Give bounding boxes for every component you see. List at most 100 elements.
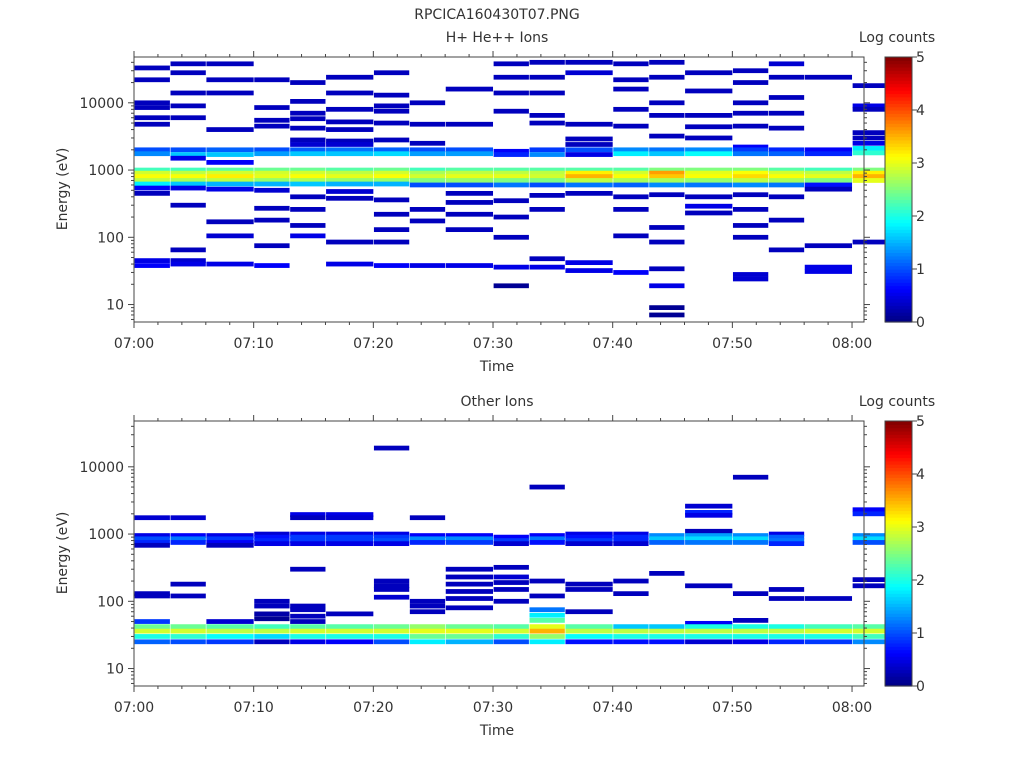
colorbar-segment [885,295,912,300]
colorbar-segment [885,546,912,551]
panel-other-ions: Other Ions 07:00 07:10 07:20 07:30 07:40 07:5… [55,394,935,739]
heatmap-cell [409,540,446,545]
heatmap-cell [529,193,565,198]
heatmap-cell [649,571,685,576]
colorbar-segment [885,536,912,541]
heatmap-cell [290,137,326,143]
heatmap-cell [445,574,494,580]
heatmap-cell [254,170,290,176]
colorbar-segment [885,159,912,164]
heatmap-cell [732,100,769,106]
heatmap-cell [445,589,494,594]
heatmap-cell [732,618,769,623]
heatmap-cell [445,86,494,92]
heatmap-cell [170,70,206,76]
heatmap-cell [732,591,769,597]
colorbar-segment [885,143,912,148]
heatmap-cell [445,167,494,173]
heatmap-cell [732,151,769,157]
heatmap-cell [326,189,374,194]
heatmap-cell [649,182,685,188]
heatmap-cell [134,258,170,263]
heatmap-cell [732,272,769,277]
heatmap-cell [613,628,649,634]
heatmap-cell [565,147,613,153]
heatmap-cell [493,639,529,645]
heatmap-cell [732,170,769,176]
heatmap-cell [290,99,326,104]
heatmap-cell [254,217,290,223]
colorbar-segment [885,649,912,654]
heatmap-cell [613,194,649,200]
colorbar-segment [885,255,912,260]
colorbar-segment [885,596,912,601]
heatmap-cell [732,192,769,198]
heatmap-cell [170,178,206,183]
colorbar-segment [885,272,912,277]
heatmap-cell [409,178,446,183]
heatmap-cell [768,531,805,537]
heatmap-cell [290,194,326,200]
colorbar-segment [885,166,912,171]
heatmap-cell [685,536,733,542]
heatmap-cell [445,178,494,183]
colorbar-segment [885,662,912,667]
colorbar-segment [885,86,912,91]
heatmap-cell [565,634,613,639]
heatmap-cell [373,587,410,592]
heatmap-cell [768,634,805,639]
colorbar-segment [885,219,912,224]
heatmap-cell [565,190,613,196]
heatmap-cell [326,634,374,639]
heatmap-cell [445,566,494,572]
colorbar-segment [885,679,912,684]
heatmap-cell [613,147,649,153]
heatmap-cell [852,130,886,136]
heatmap-cell [493,574,529,580]
colorbar-segment [885,609,912,614]
heatmap-cell [445,596,494,601]
colorbar-segment [885,493,912,498]
colorbar-segment [885,616,912,621]
colorbar-segment [885,83,912,88]
colorbar-segment [885,216,912,220]
colorbar-segment [885,467,912,472]
heatmap-cell [852,174,886,179]
heatmap-cell [649,536,685,542]
heatmap-cell [134,65,170,71]
heatmap-cell [804,634,853,639]
heatmap-cell [732,234,769,240]
heatmap-cell [170,634,206,639]
heatmap-cell [134,174,170,179]
colorbar-segment [885,249,912,254]
colorbar-segment [885,156,912,161]
heatmap-cell [254,616,290,622]
colorbar-segment [885,235,912,240]
x-tick-label: 07:00 [114,336,154,352]
heatmap-cell [529,628,565,634]
heatmap-cell [373,445,410,451]
heatmap-cell [206,127,254,132]
heatmap-cell [529,593,565,599]
colorbar-segment [885,80,912,85]
heatmap-cell [768,624,805,630]
colorbar-segment [885,626,912,631]
heatmap-cell [326,531,374,537]
heatmap-cell [565,541,613,547]
heatmap-cell [206,186,254,192]
heatmap-cell [613,178,649,183]
x-axis-label: Time [479,723,514,739]
heatmap-cell [206,542,254,548]
heatmap-cell [804,174,853,179]
x-tick-label: 07:10 [233,700,273,716]
heatmap-cell [529,74,565,80]
heatmap-cell [290,170,326,176]
heatmap-cell [134,593,170,599]
heatmap-cell [493,198,529,204]
heatmap-cell [493,152,529,157]
heatmap-cell [254,167,290,173]
heatmap-cell [326,512,374,517]
colorbar-segment [885,430,912,435]
heatmap-cell [493,167,529,173]
heatmap-cell [613,538,649,543]
